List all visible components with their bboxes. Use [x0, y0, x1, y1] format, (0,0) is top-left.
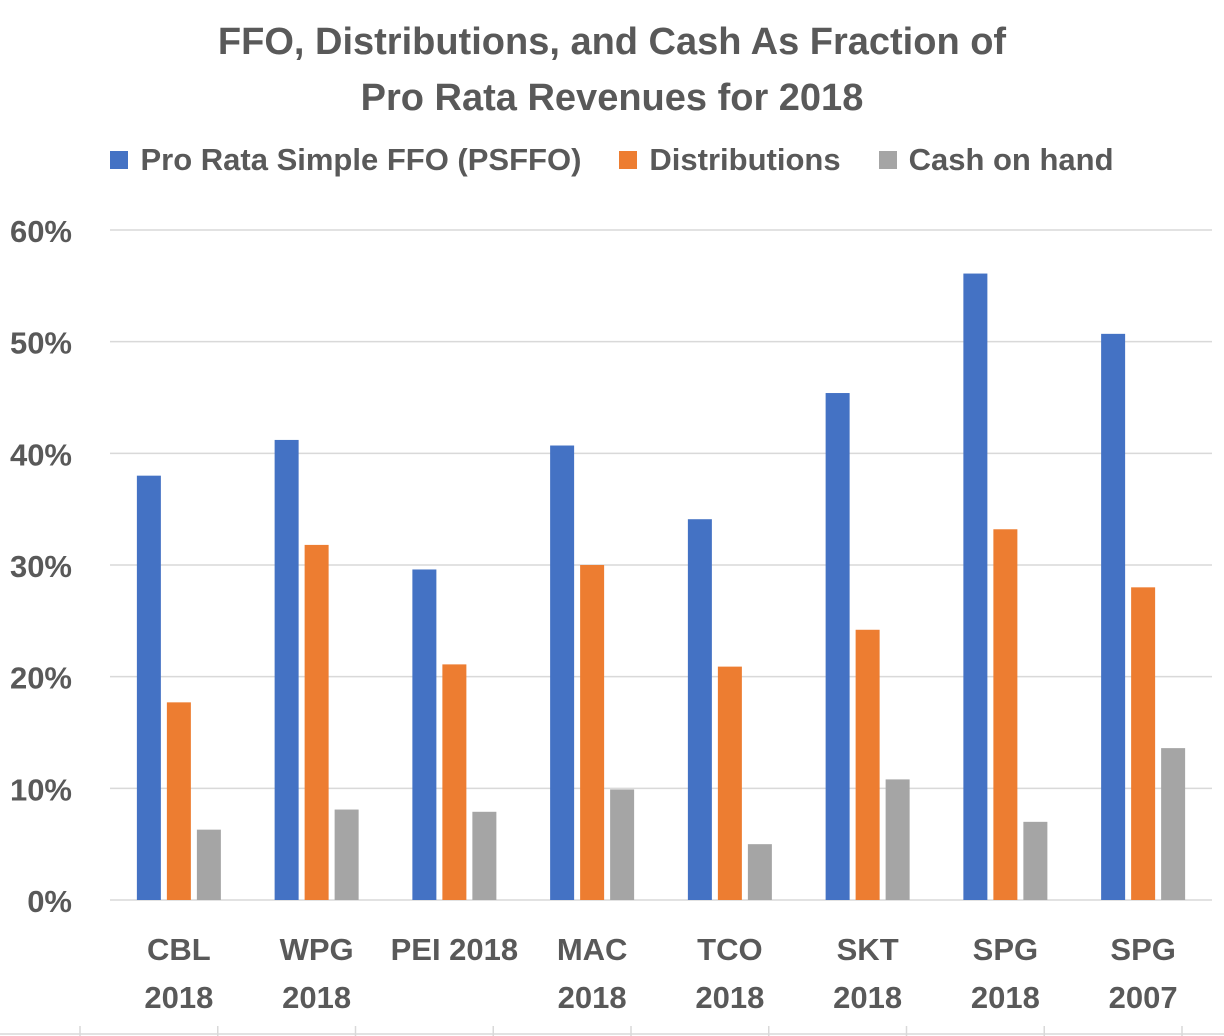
- legend-label-distributions: Distributions: [649, 142, 841, 177]
- x-category-label: CBL: [147, 932, 211, 967]
- x-category-label: 2018: [833, 980, 902, 1015]
- bar-2-0: [196, 829, 221, 900]
- bar-0-0: [136, 475, 161, 900]
- x-category-label: TCO: [697, 932, 762, 967]
- y-tick-label: 60%: [10, 214, 72, 249]
- y-tick-label: 40%: [10, 437, 72, 472]
- legend-item-psffo: Pro Rata Simple FFO (PSFFO): [110, 142, 581, 178]
- bar-1-3: [580, 565, 605, 900]
- y-tick-label: 50%: [10, 326, 72, 361]
- x-category-label: 2018: [558, 980, 627, 1015]
- bar-2-7: [1161, 748, 1186, 900]
- legend-label-psffo: Pro Rata Simple FFO (PSFFO): [140, 142, 582, 177]
- bar-2-2: [472, 811, 497, 900]
- x-category-label: 2007: [1109, 980, 1178, 1015]
- bar-1-2: [442, 664, 467, 900]
- bar-0-3: [550, 445, 575, 900]
- x-category-label: MAC: [557, 932, 628, 967]
- bar-2-5: [885, 779, 910, 900]
- chart-title-line-2: Pro Rata Revenues for 2018: [360, 77, 864, 119]
- legend-swatch-distributions: [619, 151, 638, 169]
- bar-0-5: [825, 393, 850, 900]
- bar-2-1: [334, 809, 359, 900]
- legend-swatch-cash: [878, 151, 897, 169]
- bar-0-4: [687, 519, 712, 900]
- legend-item-distributions: Distributions: [619, 142, 841, 178]
- bar-1-7: [1131, 587, 1156, 900]
- y-tick-label: 10%: [10, 772, 72, 807]
- bar-0-7: [1101, 333, 1126, 901]
- y-tick-label: 20%: [10, 661, 72, 696]
- bar-0-1: [274, 439, 299, 900]
- bar-1-4: [717, 666, 742, 900]
- legend-item-cash: Cash on hand: [878, 142, 1114, 178]
- legend-label-cash: Cash on hand: [908, 142, 1114, 177]
- x-category-label: PEI 2018: [391, 932, 519, 967]
- y-tick-label: 0%: [27, 884, 72, 919]
- x-category-label: 2018: [971, 980, 1040, 1015]
- x-category-label: 2018: [695, 980, 764, 1015]
- x-category-label: WPG: [280, 932, 354, 967]
- bar-2-3: [610, 789, 635, 900]
- y-tick-label: 30%: [10, 549, 72, 584]
- bar-1-5: [855, 629, 880, 900]
- x-category-label: SKT: [837, 932, 899, 967]
- bar-1-6: [993, 529, 1018, 900]
- bar-0-6: [963, 273, 988, 900]
- x-category-label: 2018: [144, 980, 213, 1015]
- bar-0-2: [412, 569, 437, 900]
- x-category-label: SPG: [973, 932, 1038, 967]
- x-category-label: 2018: [282, 980, 351, 1015]
- legend-swatch-psffo: [110, 151, 129, 169]
- bar-1-0: [166, 702, 191, 900]
- x-category-label: SPG: [1110, 932, 1175, 967]
- bar-2-6: [1023, 821, 1048, 900]
- chart-legend: Pro Rata Simple FFO (PSFFO) Distribution…: [0, 142, 1224, 178]
- bar-2-4: [747, 844, 772, 900]
- chart-title-line-1: FFO, Distributions, and Cash As Fraction…: [217, 21, 1007, 63]
- bar-1-1: [304, 544, 329, 900]
